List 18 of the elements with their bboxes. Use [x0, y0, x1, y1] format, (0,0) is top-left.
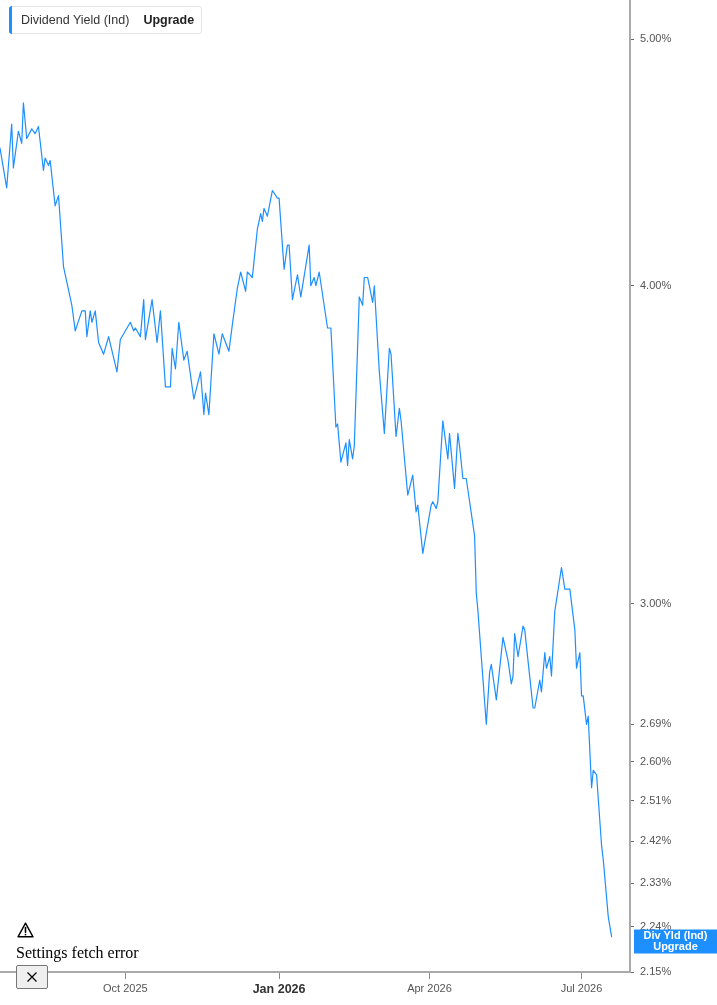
y-tick-label: 2.42% [640, 834, 672, 847]
x-tick-label: Apr 2026 [407, 981, 452, 994]
legend-label: Dividend Yield (Ind) [21, 13, 130, 27]
y-tick-label: 2.33% [640, 876, 672, 889]
x-tick-label: Jul 2026 [560, 981, 603, 994]
y-tick-label: 4.00% [640, 278, 672, 291]
text: Div Yld (Ind) Upgrade [643, 929, 708, 953]
annotation: Upgrade [143, 13, 195, 27]
y-tick-label: 2.69% [640, 717, 672, 730]
y-tick-label: 5.00% [640, 32, 672, 45]
annotation: Settings fetch error [16, 944, 139, 962]
y-tick-label: 2.24% [640, 919, 672, 932]
x-tick-label: Oct 2025 [103, 981, 148, 994]
y-tick-label: 2.15% [640, 965, 672, 978]
x-tick-label: Jan 2026 [252, 981, 306, 996]
y-tick-label: 2.60% [640, 754, 672, 767]
y-tick-label: 3.00% [640, 596, 672, 609]
y-tick-label: 2.51% [640, 793, 672, 806]
